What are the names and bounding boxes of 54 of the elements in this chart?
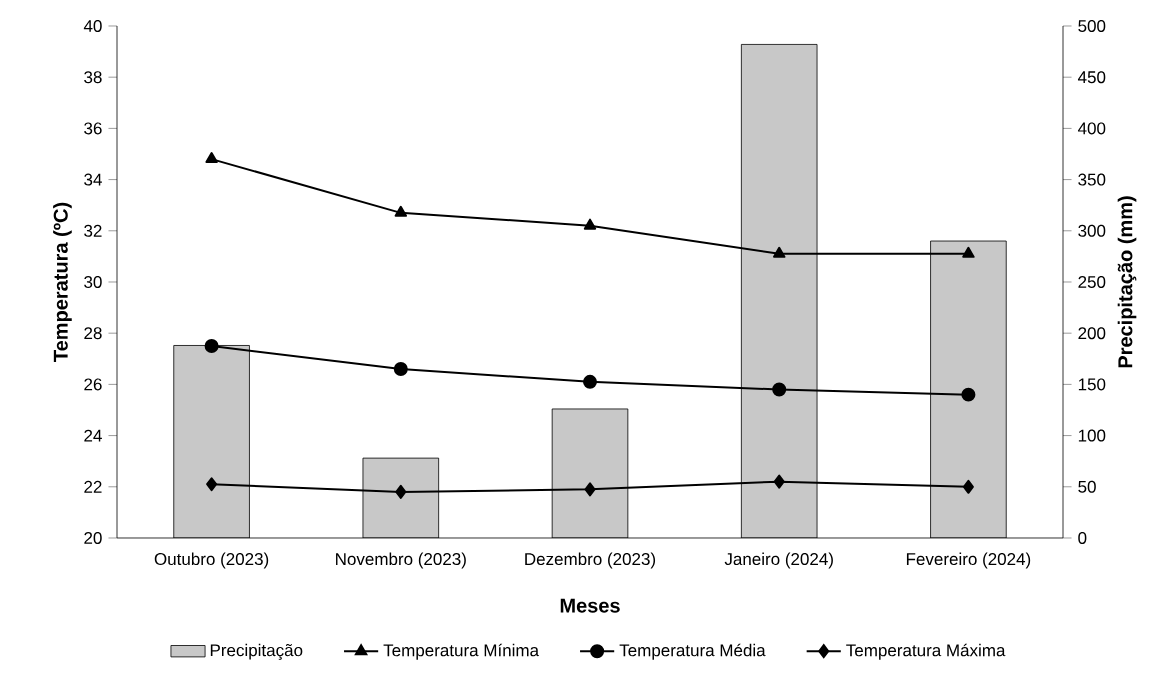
point — [584, 482, 596, 497]
point — [393, 362, 408, 377]
point — [773, 246, 786, 258]
y2-tick-label: 350 — [1078, 173, 1106, 186]
y2-tick-label: 50 — [1078, 480, 1096, 493]
y2-tick-label: 300 — [1078, 224, 1106, 237]
bar — [930, 240, 1007, 538]
x-tick-label: Janeiro (2024) — [724, 552, 833, 569]
y-tick-label: 40 — [83, 19, 102, 32]
point — [395, 484, 407, 499]
y2-tick-label: 200 — [1078, 327, 1106, 340]
legend-label: Precipitação — [210, 643, 303, 660]
y2-tick-label: 100 — [1078, 429, 1106, 442]
point — [205, 152, 218, 164]
bar — [173, 345, 250, 538]
y2-tick-label: 150 — [1078, 378, 1106, 391]
point — [204, 338, 219, 353]
y-tick-label: 36 — [84, 122, 102, 135]
y-tick-label: 28 — [84, 327, 102, 340]
y2-tick-label: 500 — [1078, 19, 1106, 32]
y2-tick-label: 450 — [1077, 71, 1106, 84]
x-tick-label: Outubro (2023) — [154, 552, 269, 569]
y-tick-label: 24 — [84, 429, 102, 442]
y2-tick-label: 250 — [1078, 275, 1106, 288]
point — [773, 474, 785, 489]
bar — [362, 458, 439, 538]
y-tick-label: 32 — [84, 224, 102, 237]
y-tick-label: 30 — [84, 275, 102, 288]
point — [583, 374, 598, 389]
point — [962, 246, 975, 258]
y-tick-label: 34 — [84, 173, 102, 186]
y-tick-label: 38 — [84, 71, 102, 84]
x-tick-label: Dezembro (2023) — [525, 552, 656, 569]
point — [394, 205, 407, 217]
bar — [552, 408, 628, 538]
x-tick-label: Novembro (2023) — [336, 552, 466, 569]
x-axis-title: Meses — [560, 598, 620, 613]
y-axis-title: Temperatura (ºC) — [53, 202, 72, 362]
y2-tick-label: 0 — [1078, 531, 1087, 544]
y-tick-label: 20 — [84, 531, 102, 544]
bar — [741, 44, 818, 538]
y-tick-label: 22 — [84, 480, 102, 493]
point — [583, 218, 597, 230]
y2-axis-title: Precipitação (mm) — [1117, 196, 1137, 368]
legend-label: Temperatura Mínima — [383, 643, 540, 660]
point — [206, 477, 218, 492]
y-tick-label: 26 — [84, 378, 102, 391]
x-tick-label: Fevereiro (2024) — [906, 552, 1031, 569]
legend-label: Temperatura Média — [619, 643, 766, 660]
y2-tick-label: 400 — [1077, 122, 1106, 135]
point — [772, 382, 787, 397]
legend-label: Temperatura Máxima — [846, 643, 1006, 660]
point — [962, 479, 974, 494]
point — [961, 387, 976, 402]
